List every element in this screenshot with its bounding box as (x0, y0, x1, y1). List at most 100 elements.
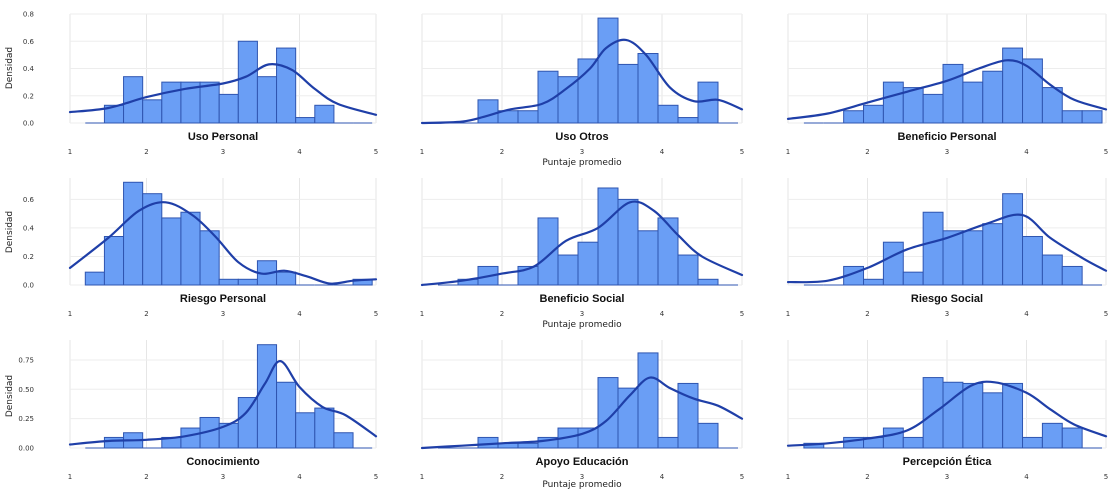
histogram-bar (537, 217, 559, 286)
x-tick-label: 5 (1104, 310, 1108, 318)
histogram-bar (982, 70, 1004, 124)
histogram-bar (237, 397, 258, 449)
x-tick-label: 3 (945, 473, 949, 481)
x-tick-label: 4 (297, 310, 302, 318)
panel-title: Uso Personal (188, 131, 258, 143)
histogram-bar (902, 436, 924, 449)
x-tick-label: 3 (945, 310, 949, 318)
x-tick-label: 4 (1024, 148, 1029, 156)
histogram-bar (1041, 254, 1063, 286)
x-tick-label: 5 (1104, 473, 1108, 481)
histogram-bar (295, 412, 316, 449)
x-tick-label: 5 (740, 310, 744, 318)
x-tick-label: 1 (68, 310, 72, 318)
histogram-bar (863, 104, 884, 124)
histogram-bar (237, 40, 258, 124)
x-tick-label: 2 (500, 473, 504, 481)
histogram-bar (577, 241, 599, 286)
x-tick-label: 3 (580, 310, 584, 318)
density-curve (786, 380, 1108, 447)
x-tick-label: 3 (221, 473, 225, 481)
x-axis-title: Puntaje promedio (542, 158, 622, 168)
x-tick-label: 2 (144, 310, 148, 318)
x-tick-label: 1 (420, 473, 424, 481)
histogram-bar (161, 81, 182, 124)
y-axis-title: Densidad (5, 375, 15, 417)
y-tick-label: 0.6 (23, 196, 35, 204)
histogram-bar (477, 99, 499, 124)
histogram-bar (276, 47, 297, 124)
x-tick-label: 4 (297, 148, 302, 156)
histogram-bar (218, 278, 239, 286)
histogram-bar (882, 241, 904, 286)
histogram-bar (697, 278, 719, 286)
histogram-bar (597, 187, 619, 286)
histogram-bar (1002, 382, 1024, 449)
y-tick-label: 0.50 (18, 386, 34, 394)
histogram-bar (295, 117, 316, 124)
panel-title: Beneficio Personal (897, 131, 996, 143)
histogram-bar (882, 427, 904, 449)
histogram-bar (863, 278, 884, 286)
histogram-bar (256, 76, 278, 124)
histogram-bar (577, 58, 599, 124)
y-tick-label: 0.0 (23, 120, 34, 128)
histogram-bar (637, 230, 659, 286)
x-axis-title: Puntaje promedio (542, 320, 622, 330)
x-tick-label: 1 (786, 310, 790, 318)
histogram-bar (333, 432, 354, 449)
x-tick-label: 5 (740, 473, 744, 481)
histogram-bar (314, 407, 335, 449)
x-tick-label: 3 (945, 148, 949, 156)
density-curve (68, 63, 378, 116)
panel-title: Uso Otros (555, 131, 608, 143)
y-tick-label: 0.75 (18, 356, 34, 364)
panel-title: Riesgo Social (911, 293, 983, 305)
histogram-bar (697, 422, 719, 449)
histogram-bar (657, 217, 679, 286)
histogram-bar (199, 81, 220, 124)
histogram-bar (657, 104, 679, 124)
histogram-bar (84, 271, 105, 286)
panel-title: Beneficio Social (540, 293, 625, 305)
x-tick-label: 5 (374, 310, 378, 318)
x-tick-label: 2 (865, 473, 869, 481)
x-tick-label: 2 (865, 310, 869, 318)
x-tick-label: 1 (420, 148, 424, 156)
histogram-bar (637, 352, 659, 449)
x-tick-label: 5 (374, 473, 378, 481)
panel-title: Percepción Ética (903, 455, 993, 468)
x-tick-label: 3 (221, 148, 225, 156)
histogram-bar (1061, 265, 1083, 286)
x-tick-label: 4 (660, 148, 665, 156)
histogram-bar (617, 198, 639, 286)
histogram-bar (276, 381, 297, 449)
y-tick-label: 0.00 (18, 445, 34, 453)
histogram-bar (637, 53, 659, 124)
x-tick-label: 4 (1024, 310, 1029, 318)
histogram-bar (237, 278, 258, 286)
histogram-bar (982, 392, 1004, 449)
histogram-bar (557, 76, 579, 124)
histogram-bar (1022, 235, 1043, 286)
x-tick-label: 2 (144, 148, 148, 156)
x-tick-label: 3 (221, 310, 225, 318)
x-tick-label: 3 (580, 473, 584, 481)
histogram-bar (1041, 422, 1063, 449)
x-tick-label: 4 (1024, 473, 1029, 481)
histogram-bar (677, 254, 699, 286)
density-curve (420, 376, 744, 450)
y-axis-title: Densidad (5, 211, 15, 253)
histogram-bar (1002, 193, 1024, 286)
x-tick-label: 1 (420, 310, 424, 318)
histogram-bar (617, 63, 639, 124)
x-tick-label: 2 (500, 310, 504, 318)
x-tick-label: 1 (68, 148, 72, 156)
histogram-bar (962, 382, 984, 449)
histogram-bar (942, 63, 964, 124)
histogram-bar (1022, 58, 1043, 124)
histogram-bar (218, 93, 239, 124)
density-curve (420, 38, 744, 125)
x-tick-label: 1 (68, 473, 72, 481)
